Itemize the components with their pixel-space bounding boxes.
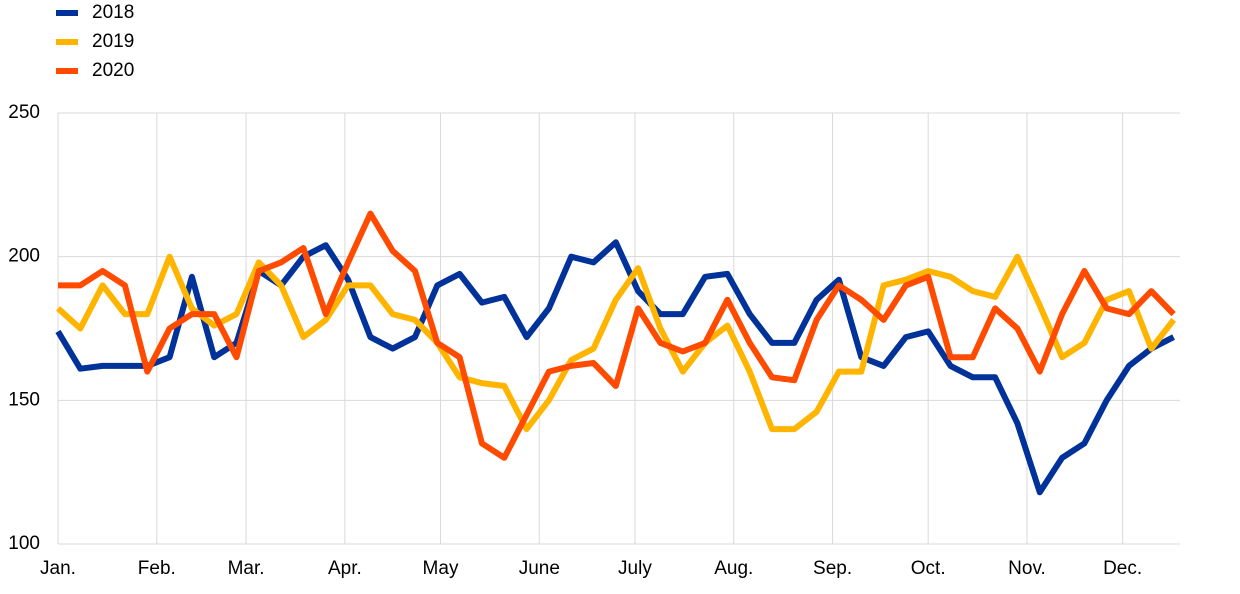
x-tick-label: Mar.: [228, 558, 265, 579]
y-tick-label: 250: [8, 102, 40, 123]
y-tick-label: 200: [8, 246, 40, 267]
legend-label: 2019: [92, 31, 134, 52]
line-series: [55, 253, 1176, 433]
x-tick-label: June: [519, 558, 560, 579]
x-tick-label: Sep.: [813, 558, 852, 579]
x-tick-label: Dec.: [1103, 558, 1142, 579]
line-series: [58, 210, 1176, 461]
x-tick-label: Aug.: [714, 558, 753, 579]
x-tick-label: Jan.: [40, 558, 76, 579]
y-tick-label: 100: [8, 533, 40, 554]
x-tick-label: Apr.: [328, 558, 362, 579]
x-tick-label: Oct.: [911, 558, 946, 579]
x-tick-label: July: [618, 558, 652, 579]
y-tick-label: 150: [8, 389, 40, 410]
x-tick-label: May: [423, 558, 459, 579]
x-tick-label: Nov.: [1008, 558, 1046, 579]
legend-label: 2020: [92, 60, 134, 81]
x-tick-label: Feb.: [138, 558, 176, 579]
legend-label: 2018: [92, 2, 134, 23]
